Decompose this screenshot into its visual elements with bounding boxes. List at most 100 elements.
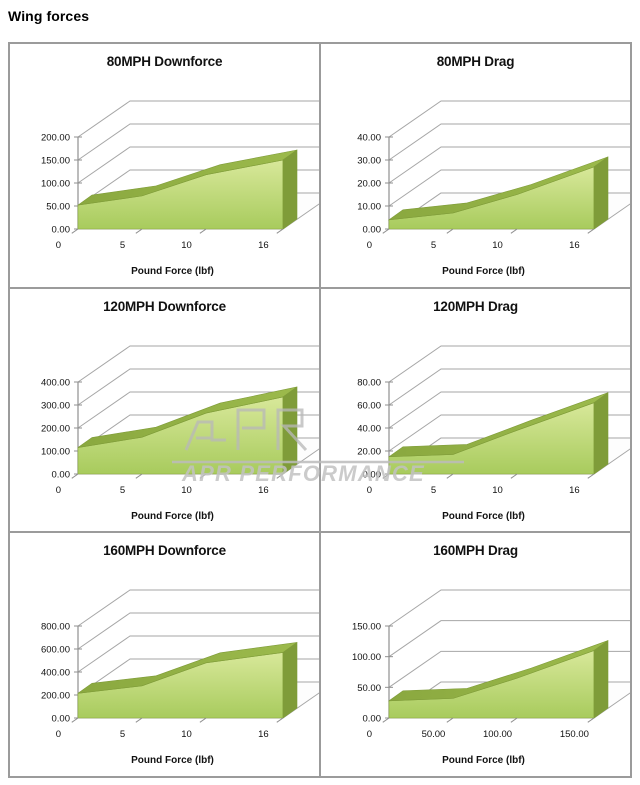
x-tick-label: 10 [181,484,192,495]
x-tick [276,228,284,234]
x-tick [382,228,390,234]
y-tick-label: 30.00 [357,156,381,167]
x-tick-label: 16 [258,729,269,740]
x-tick-label: 0 [56,729,61,740]
chart-120mph-drag: 120MPH Drag 0.00 20.00 40.00 60.00 80.00 0 5 10 1… [321,288,632,534]
y-tick-label: 50.00 [46,202,70,213]
x-tick [71,473,79,479]
y-tick-label: 20.00 [357,179,381,190]
x-tick [276,717,284,724]
y-tick-label: 40.00 [357,133,381,144]
page-title: Wing forces [8,8,90,24]
y-tick-label: 100.00 [41,179,70,190]
x-tick-label: 0 [56,484,61,495]
y-tick-label: 80.00 [357,377,381,388]
x-tick [199,228,207,234]
y-tick-label: 50.00 [357,683,381,694]
x-tick-label: 16 [258,240,269,251]
chart-160mph-drag: 160MPH Drag 0.00 50.00 100.00 150.00 0 50.00 10… [321,533,632,778]
gridline [388,391,630,429]
gridline [388,100,630,138]
chart-title: 160MPH Drag [433,543,518,559]
x-tick [71,717,79,724]
x-tick [510,717,518,724]
y-tick-label: 0.00 [52,714,71,725]
area-right-face [593,391,609,475]
gridline [388,589,630,627]
x-tick-label: 16 [569,240,580,251]
y-tick-label: 40.00 [357,423,381,434]
x-tick-label: 10 [181,729,192,740]
chart-80mph-drag: 80MPH Drag 0.00 10.00 20.00 30.00 40.00 0 5 10 16… [321,44,632,289]
gridline [77,368,319,406]
x-tick [382,717,390,724]
x-tick-label: 16 [569,484,580,495]
y-tick-label: 400.00 [41,668,70,679]
y-tick-label: 0.00 [363,225,382,236]
gridline [388,146,630,184]
chart-160mph-downforce: 160MPH Downforce 0.00 200.00 400.00 600.00 80… [10,533,321,778]
x-tick [446,717,454,724]
x-tick-label: 150.00 [560,729,589,740]
x-tick-label: 10 [181,240,192,251]
gridline [388,345,630,383]
x-tick [199,717,207,724]
y-tick-label: 100.00 [352,652,381,663]
x-axis-title: Pound Force (lbf) [442,511,525,522]
y-tick-label: 600.00 [41,645,70,656]
x-tick [135,473,143,479]
x-tick-label: 5 [431,240,436,251]
x-tick [382,473,390,479]
x-tick-label: 5 [120,729,125,740]
x-tick [71,228,79,234]
chart-title: 80MPH Drag [436,54,515,69]
y-tick-label: 0.00 [52,469,71,480]
y-tick-label: 0.00 [52,225,71,236]
x-tick [135,228,143,234]
x-tick [199,473,207,479]
area-right-face [282,386,298,475]
x-tick-label: 5 [120,484,125,495]
y-tick-label: 150.00 [41,156,70,167]
x-tick [135,717,143,724]
y-tick-label: 150.00 [352,622,381,633]
x-axis-title: Pound Force (lbf) [131,755,214,766]
chart-title: 120MPH Downforce [103,298,226,314]
x-tick-label: 0 [367,240,372,251]
gridline [388,123,630,161]
gridline [77,146,319,184]
gridline [77,345,319,383]
gridline [77,635,319,673]
x-tick [510,473,518,479]
gridline [77,391,319,429]
y-tick-label: 100.00 [41,446,70,457]
gridline [77,100,319,138]
x-tick-label: 0 [367,729,372,740]
x-tick-label: 0 [367,484,372,495]
x-tick [446,228,454,234]
y-tick-label: 10.00 [357,202,381,213]
area-right-face [593,156,609,230]
x-axis-title: Pound Force (lbf) [131,511,214,522]
y-tick-label: 200.00 [41,691,70,702]
chart-120mph-downforce: 120MPH Downforce 0.00 100.00 200.00 300.00 40… [10,288,321,534]
x-axis-title: Pound Force (lbf) [442,755,525,766]
gridline [77,589,319,627]
x-tick-label: 5 [120,240,125,251]
chart-title: 160MPH Downforce [103,543,226,559]
gridline [388,620,630,658]
y-tick-label: 20.00 [357,446,381,457]
chart-title: 80MPH Downforce [106,54,223,69]
x-axis-title: Pound Force (lbf) [442,266,525,277]
chart-grid: 80MPH Downforce 0.00 50.00 100.00 150.00 200.… [8,42,632,778]
x-tick-label: 5 [431,484,436,495]
x-tick-label: 10 [492,240,503,251]
area-right-face [282,642,298,719]
x-tick-label: 50.00 [422,729,446,740]
x-tick [446,473,454,479]
y-tick-label: 300.00 [41,400,70,411]
x-tick-label: 0 [56,240,61,251]
x-axis-title: Pound Force (lbf) [131,266,214,277]
chart-80mph-downforce: 80MPH Downforce 0.00 50.00 100.00 150.00 200.… [10,44,321,289]
y-tick-label: 0.00 [363,714,382,725]
